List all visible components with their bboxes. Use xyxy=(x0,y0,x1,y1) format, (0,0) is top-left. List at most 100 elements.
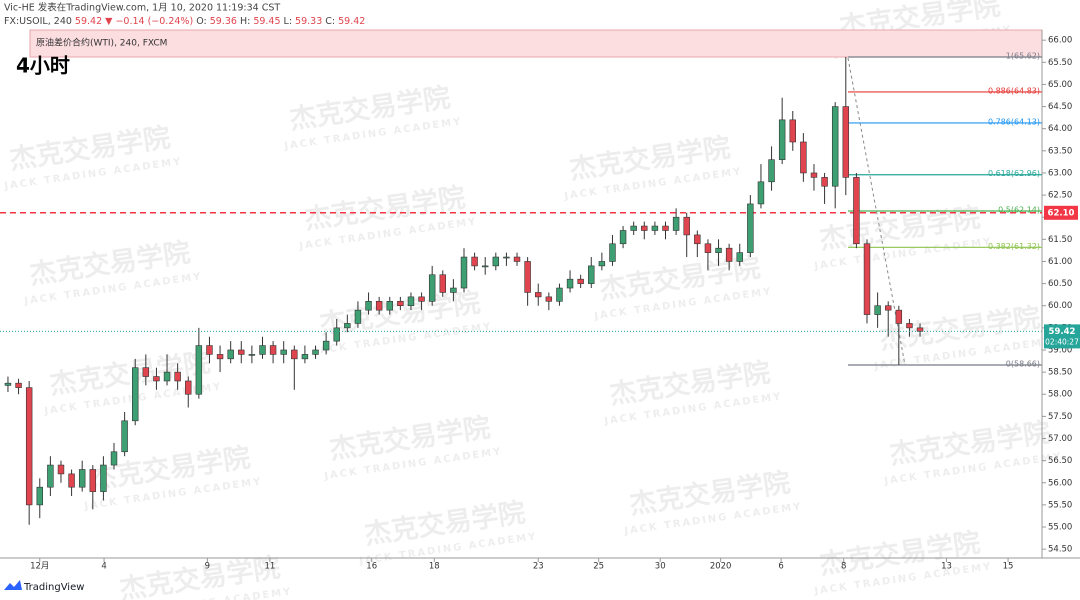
candle-body xyxy=(4,382,12,386)
fib-label: 0.5(62.14) xyxy=(998,206,1040,215)
candle-body xyxy=(269,345,277,355)
candle-body xyxy=(322,340,330,351)
last-price: 59.42 xyxy=(75,16,105,27)
candle-body xyxy=(110,451,118,466)
candle-body xyxy=(800,141,807,174)
candle-body xyxy=(216,354,224,360)
y-tick-label: 61.50 xyxy=(1048,235,1072,245)
ohlc-value: 59.42 xyxy=(338,16,365,27)
candle-body xyxy=(588,265,595,284)
candle-body xyxy=(916,327,924,332)
y-tick-label: 63.00 xyxy=(1048,168,1072,178)
candle-body xyxy=(132,367,139,422)
candle-body xyxy=(874,305,881,315)
candle-body xyxy=(206,345,213,355)
x-tick-label: 23 xyxy=(533,562,544,572)
x-tick-label: 9 xyxy=(205,562,210,572)
ohlc-value: 59.33 xyxy=(295,16,325,27)
candle-body xyxy=(736,252,743,262)
candle-body xyxy=(227,349,234,360)
candle-body xyxy=(238,349,245,355)
candle-body xyxy=(789,119,796,143)
title-banner xyxy=(29,29,1043,58)
x-tick-label: 8 xyxy=(841,562,846,572)
fib-label: 0.886(64.83) xyxy=(988,86,1040,95)
y-tick-label: 63.50 xyxy=(1048,146,1072,156)
candle-body xyxy=(863,243,871,315)
candle-body xyxy=(471,256,478,267)
fib-label: 0.382(61.32) xyxy=(988,242,1040,251)
ohlc-key: L: xyxy=(284,16,296,27)
candle-body xyxy=(460,256,468,289)
candle-body xyxy=(89,469,97,492)
change-arrow: ▼ xyxy=(105,16,115,27)
candle-body xyxy=(407,296,415,307)
candle-body xyxy=(704,243,712,253)
candle-body xyxy=(672,216,680,231)
candle-body xyxy=(450,287,457,293)
fib-label: 0.786(64.13) xyxy=(988,117,1040,126)
candle-body xyxy=(78,469,86,488)
candle-body xyxy=(100,464,107,492)
ohlc-key: O: xyxy=(196,16,210,27)
y-tick-label: 62.50 xyxy=(1048,191,1072,201)
candle-body xyxy=(768,159,775,183)
candle-body xyxy=(906,323,913,329)
x-tick-label: 6 xyxy=(778,562,783,572)
candle-body xyxy=(301,354,309,360)
candle-body xyxy=(354,309,362,324)
last-price-label: 59.42 xyxy=(1049,327,1076,337)
candle-body xyxy=(68,473,75,488)
ohlc-value: 59.36 xyxy=(210,16,240,27)
y-tick-label: 57.00 xyxy=(1048,434,1072,444)
symbol-line: FX:USOIL, 240 59.42 ▼ −0.14 (−0.24%) O: … xyxy=(4,16,365,27)
chart-subtitle: 4小时 xyxy=(16,54,70,78)
x-tick-label: 25 xyxy=(593,562,604,572)
candle-body xyxy=(619,230,627,245)
symbol: FX:USOIL, 240 xyxy=(4,16,75,27)
y-tick-label: 54.50 xyxy=(1048,545,1072,555)
last-price-tag xyxy=(1044,324,1080,349)
candle-body xyxy=(36,486,43,506)
candle-body xyxy=(365,301,372,311)
candle-body xyxy=(25,387,33,506)
candle-body xyxy=(662,225,669,231)
candle-body xyxy=(715,247,722,253)
brand-name: TradingView xyxy=(23,582,84,593)
candle-body xyxy=(545,296,553,302)
x-tick-label: 11 xyxy=(264,562,275,572)
candle-body xyxy=(248,354,256,356)
chart-title: 原油差价合约(WTI), 240, FXCM xyxy=(36,37,167,49)
candle-body xyxy=(535,292,542,298)
candle-body xyxy=(577,278,584,284)
candle-body xyxy=(280,349,287,355)
brand-logo: TradingView xyxy=(4,580,84,593)
candle-body xyxy=(291,349,298,360)
price-tag xyxy=(1044,205,1078,220)
y-tick-label: 64.00 xyxy=(1048,124,1072,134)
candle-body xyxy=(651,225,659,231)
candle-body xyxy=(174,371,181,382)
candle-body xyxy=(57,464,65,475)
candle-body xyxy=(895,309,903,324)
fib-label: 0.618(62.96) xyxy=(988,169,1040,178)
candle-body xyxy=(344,323,351,329)
x-tick-label: 30 xyxy=(655,562,666,572)
y-tick-label: 58.50 xyxy=(1048,368,1072,378)
y-tick-label: 64.50 xyxy=(1048,102,1072,112)
candle-body xyxy=(566,278,574,289)
countdown: 02:40:27 xyxy=(1045,337,1079,346)
y-tick-label: 58.00 xyxy=(1048,390,1072,400)
x-tick-label: 2020 xyxy=(710,562,732,572)
fib-label: 0(58.66) xyxy=(1006,360,1040,369)
candle-body xyxy=(375,301,383,311)
candle-body xyxy=(439,274,447,293)
y-tick-label: 55.50 xyxy=(1048,500,1072,510)
y-tick-label: 65.00 xyxy=(1048,80,1072,90)
brand-icon xyxy=(4,580,22,590)
candle-body xyxy=(503,256,510,259)
candle-body xyxy=(185,380,192,395)
candle-body xyxy=(524,261,531,293)
candle-body xyxy=(853,177,860,245)
ohlc-key: H: xyxy=(240,16,253,27)
